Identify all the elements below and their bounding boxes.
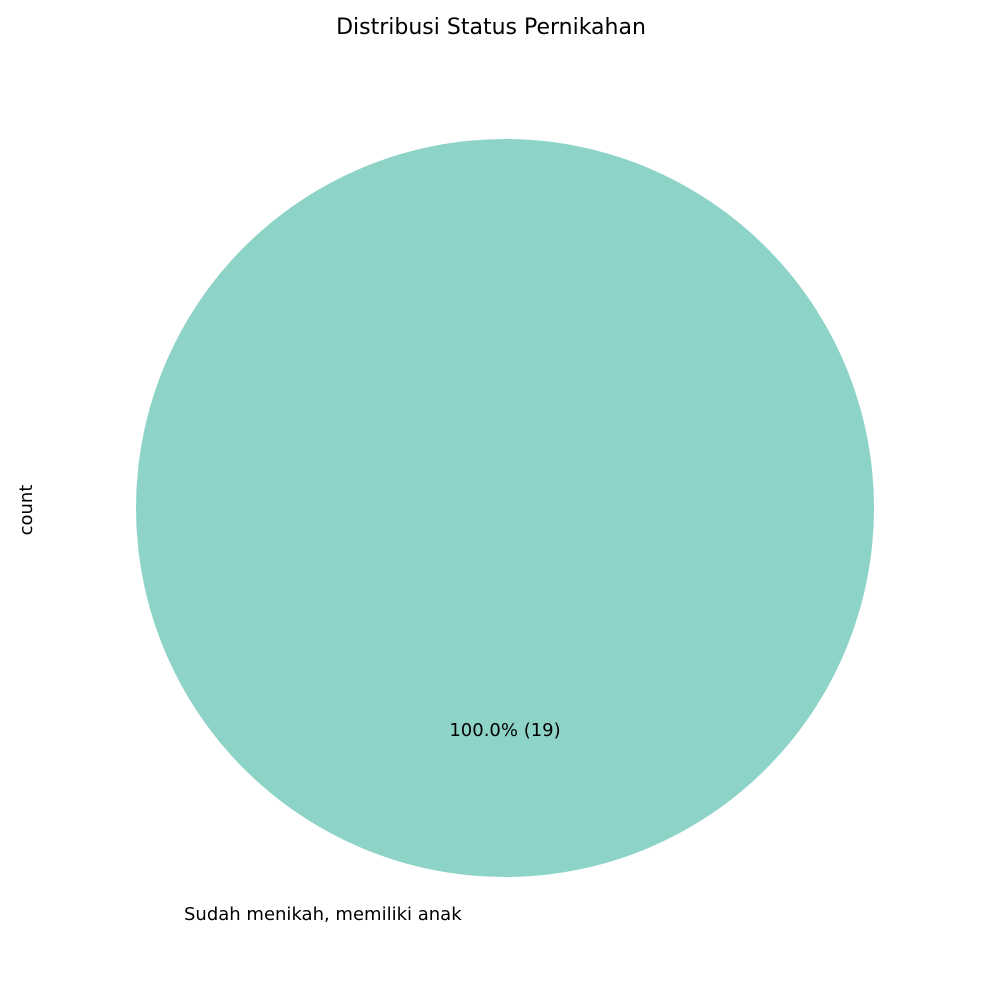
pie-slice-label: Sudah menikah, memiliki anak xyxy=(184,904,462,925)
pie-slice xyxy=(136,139,874,877)
pie-percent-label: 100.0% (19) xyxy=(449,720,560,741)
pie-slice-labels: Sudah menikah, memiliki anak xyxy=(184,904,462,925)
y-axis-label: count xyxy=(16,485,37,536)
pie-percent-labels: 100.0% (19) xyxy=(449,720,560,741)
pie-slices xyxy=(136,139,874,877)
chart-title: Distribusi Status Pernikahan xyxy=(336,15,646,40)
